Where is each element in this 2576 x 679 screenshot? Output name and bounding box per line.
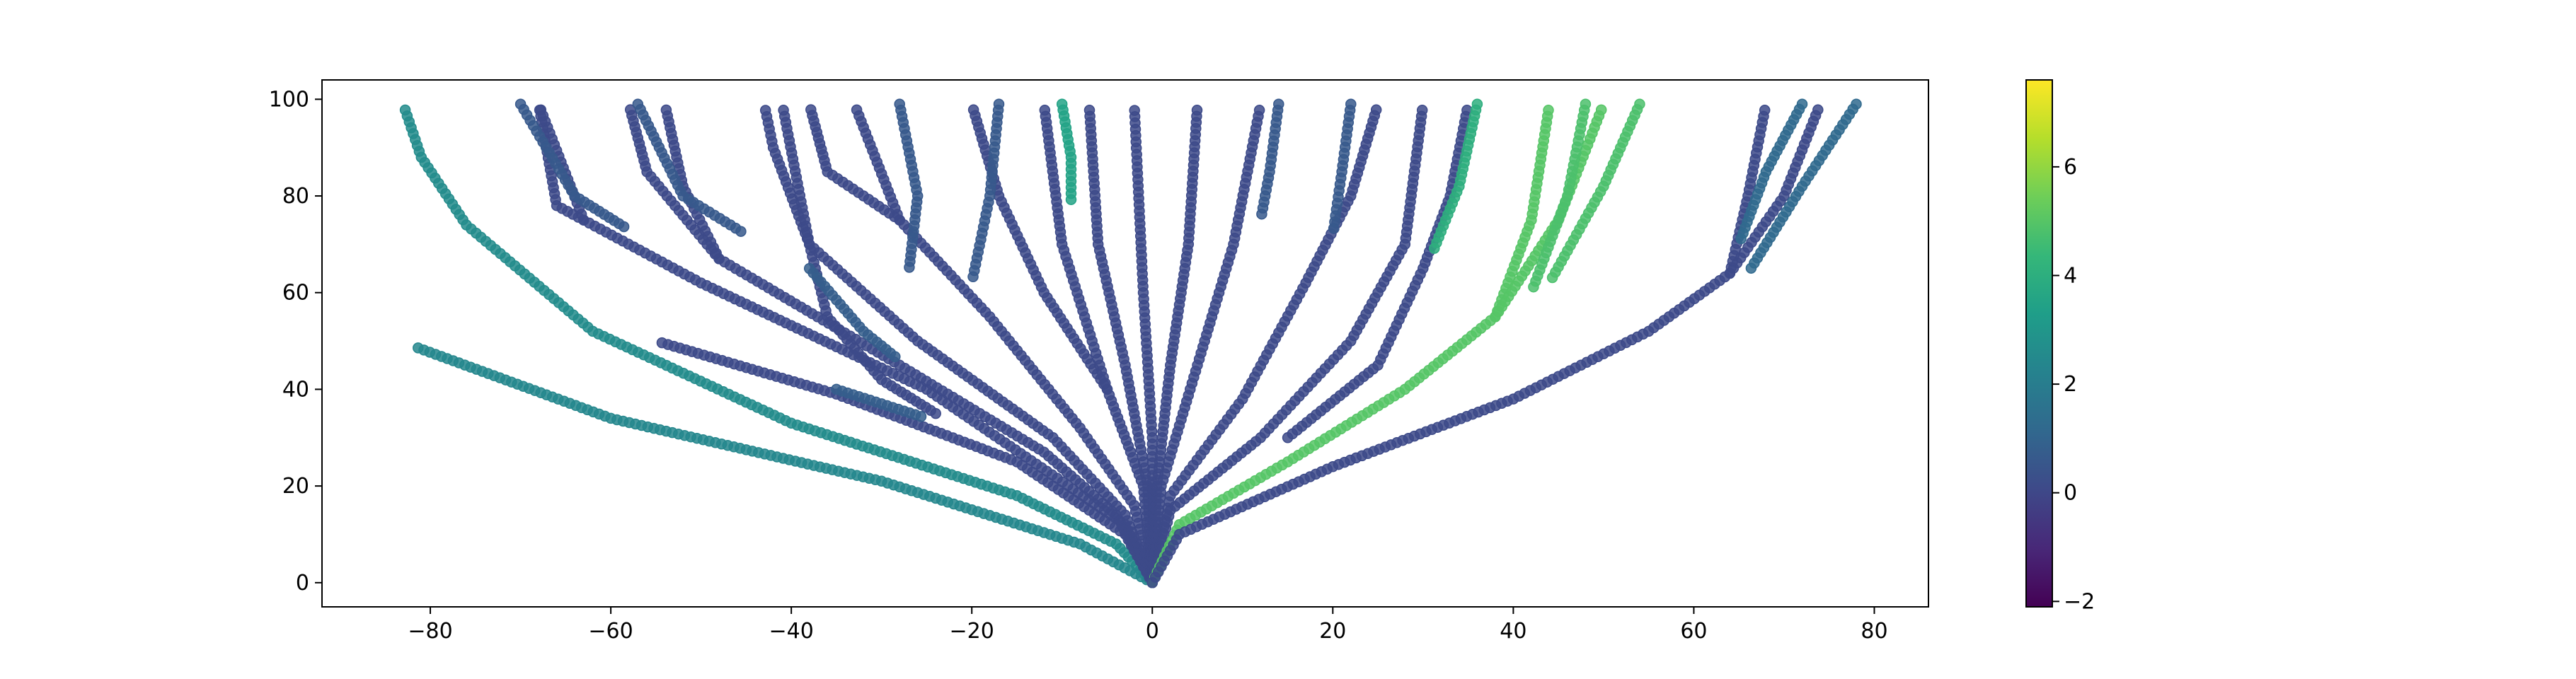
branch-31: [1056, 98, 1077, 205]
branch-0: [399, 104, 1158, 588]
branch-7: [759, 105, 1158, 588]
x-tick-label: 0: [1146, 619, 1159, 644]
x-tick-label: 60: [1680, 619, 1707, 644]
colorbar-tick-label: −2: [2064, 589, 2095, 614]
y-axis: 0 20 40 60 80 100: [269, 87, 322, 596]
branch-28: [1256, 98, 1284, 220]
data-point: [1370, 104, 1382, 116]
colorbar-tick-label: 6: [2064, 155, 2077, 180]
y-tick-label: 20: [282, 474, 309, 499]
colorbar-gradient: [2025, 79, 2053, 608]
x-tick-label: 20: [1319, 619, 1346, 644]
x-tick-label: −40: [769, 619, 813, 644]
data-point: [851, 104, 863, 116]
data-point: [1543, 105, 1554, 116]
data-point: [1191, 105, 1203, 116]
data-point: [399, 104, 411, 116]
branch-36: [1745, 98, 1862, 274]
data-point: [660, 104, 672, 116]
colorbar-tick-label: 0: [2064, 481, 2077, 506]
branch-11: [1039, 105, 1113, 395]
scatter-layer: [399, 98, 1862, 588]
branch-4: [534, 104, 590, 226]
x-tick-label: −80: [408, 619, 452, 644]
data-point: [1256, 208, 1267, 220]
branch-29: [1328, 98, 1357, 234]
data-point: [1328, 223, 1340, 234]
x-tick-label: −20: [950, 619, 994, 644]
colorbar: −2 0 2 4 6: [2025, 79, 2095, 614]
y-tick-label: 0: [296, 571, 309, 596]
data-point: [534, 104, 546, 116]
data-point: [1528, 281, 1539, 293]
data-point: [1039, 105, 1051, 116]
data-point: [890, 351, 901, 363]
x-tick-label: 40: [1500, 619, 1526, 644]
branch-27: [967, 98, 1005, 283]
data-point: [413, 342, 424, 354]
branch-24: [514, 98, 630, 233]
data-point: [1416, 105, 1428, 116]
plot-frame: [321, 79, 1929, 608]
data-point: [1735, 233, 1747, 245]
data-point: [1065, 194, 1077, 205]
data-point: [1745, 262, 1757, 274]
data-point: [778, 105, 789, 116]
y-tick-label: 100: [269, 87, 309, 112]
x-tick-label: −60: [588, 619, 633, 644]
branch-26: [894, 98, 924, 273]
data-point: [915, 411, 927, 422]
data-point: [618, 221, 630, 233]
y-tick-label: 80: [282, 184, 309, 209]
data-point: [967, 271, 979, 283]
branch-8: [851, 104, 1158, 588]
data-point: [904, 262, 915, 273]
y-tick-label: 60: [282, 281, 309, 306]
data-point: [1083, 105, 1096, 116]
data-point: [1253, 105, 1265, 116]
x-axis: −80 −60 −40 −20 0 20 40 60 80: [408, 607, 1888, 644]
data-point: [1129, 105, 1140, 116]
branch-30: [1429, 98, 1483, 254]
branch-18: [1146, 105, 1554, 588]
branch-20: [1146, 104, 1824, 588]
branch-1: [413, 342, 1158, 588]
branch-34: [803, 262, 901, 363]
colorbar-ticks: −2 0 2 4 6: [2052, 155, 2095, 614]
data-point: [1546, 272, 1558, 284]
data-point: [1595, 104, 1607, 116]
data-point: [805, 104, 817, 115]
branch-16: [1146, 104, 1382, 588]
branch-9: [805, 104, 905, 226]
branch-32: [1528, 98, 1592, 293]
branch-35: [831, 383, 927, 422]
branch-37: [1735, 98, 1808, 245]
data-point: [1429, 243, 1440, 254]
colorbar-tick-label: 4: [2064, 263, 2077, 288]
y-tick-label: 40: [282, 377, 309, 402]
branch-33: [1546, 98, 1645, 284]
colorbar-tick-label: 2: [2064, 372, 2077, 397]
data-point: [759, 105, 771, 116]
data-point: [1759, 105, 1771, 116]
data-point: [656, 337, 668, 349]
data-point: [1812, 104, 1824, 116]
data-point: [967, 104, 979, 116]
data-point: [735, 226, 747, 237]
branch-25: [632, 98, 747, 237]
x-tick-label: 80: [1861, 619, 1887, 644]
